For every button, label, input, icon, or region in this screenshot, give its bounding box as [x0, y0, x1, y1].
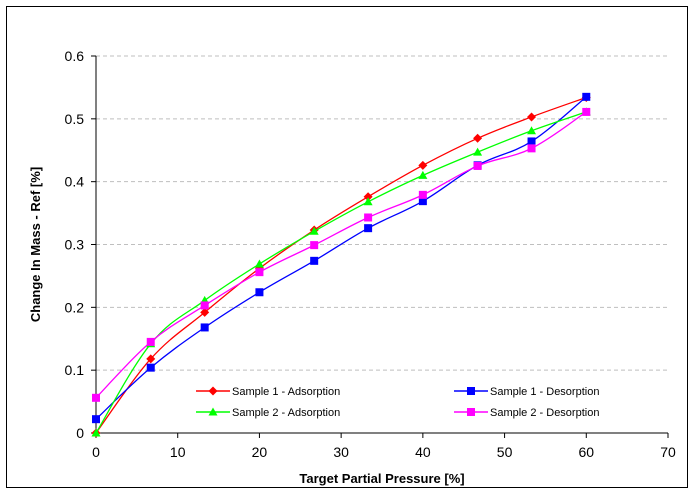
legend-label: Sample 2 - Desorption	[490, 407, 599, 419]
series-line	[95, 96, 587, 434]
data-point	[418, 190, 427, 199]
legend-entry: Sample 1 - Adsorption	[196, 386, 340, 398]
data-point	[582, 107, 591, 116]
x-tick-label: 20	[252, 444, 268, 460]
legend-marker	[208, 407, 218, 416]
data-point	[418, 170, 428, 179]
legend: Sample 1 - Adsorption Sample 1 - Desorpti…	[196, 386, 599, 419]
data-point	[255, 288, 264, 297]
legend-marker	[467, 387, 475, 395]
data-point	[146, 337, 155, 346]
x-tick-label: 30	[333, 444, 349, 460]
data-point	[527, 137, 536, 146]
data-point	[473, 161, 482, 170]
data-point	[146, 354, 156, 364]
legend-entry: Sample 2 - Desorption	[454, 407, 599, 419]
legend-entry: Sample 2 - Adsorption	[196, 407, 340, 419]
y-tick-label: 0.2	[65, 299, 85, 315]
legend-marker	[208, 386, 218, 396]
legend-label: Sample 1 - Desorption	[490, 386, 599, 398]
data-point	[310, 241, 319, 250]
series-line	[95, 111, 587, 399]
data-point	[92, 393, 100, 402]
series-4	[92, 107, 591, 402]
legend-label: Sample 2 - Adsorption	[232, 407, 340, 419]
chart-frame	[6, 6, 688, 488]
y-tick-label: 0.1	[65, 362, 85, 378]
series-3	[91, 107, 591, 437]
legend-marker	[467, 408, 475, 416]
data-point	[363, 192, 373, 202]
y-tick-label: 0.3	[65, 237, 85, 253]
data-point	[473, 133, 483, 143]
series-line	[95, 96, 587, 420]
x-tick-label: 0	[92, 444, 100, 460]
data-point	[582, 92, 591, 101]
data-point	[418, 197, 427, 206]
gridlines	[96, 55, 668, 371]
series-line	[95, 111, 587, 434]
data-point	[364, 213, 373, 222]
x-tick-label: 10	[170, 444, 186, 460]
x-tick-label: 60	[578, 444, 594, 460]
data-point	[91, 428, 101, 437]
y-axis-label: Change In Mass - Ref [%]	[28, 167, 43, 322]
data-point	[418, 160, 428, 170]
x-tick-label: 50	[497, 444, 513, 460]
y-tick-label: 0.4	[65, 174, 85, 190]
data-point	[254, 259, 264, 268]
data-point	[527, 126, 537, 135]
x-tick-label: 70	[660, 444, 676, 460]
data-point	[527, 144, 536, 153]
data-point	[309, 226, 319, 235]
legend-entry: Sample 1 - Desorption	[454, 386, 599, 398]
data-point	[473, 147, 483, 156]
data-point	[146, 363, 155, 372]
data-point	[363, 197, 373, 206]
x-axis-label: Target Partial Pressure [%]	[299, 471, 464, 486]
data-point	[364, 224, 373, 233]
x-tick-label: 40	[415, 444, 431, 460]
legend-label: Sample 1 - Adsorption	[232, 386, 340, 398]
data-point	[200, 301, 209, 310]
data-point	[200, 323, 209, 332]
y-tick-label: 0.6	[65, 48, 85, 64]
y-tick-label: 0	[76, 425, 84, 441]
data-point	[255, 268, 264, 277]
tick-labels: 0 0.1 0.2 0.3 0.4 0.5 0.6 0 10 20 30 40 50 60 70	[65, 48, 676, 460]
data-point	[310, 256, 319, 265]
data-point	[92, 415, 100, 424]
y-tick-label: 0.5	[65, 111, 85, 127]
data-point	[527, 112, 537, 122]
series-group	[91, 92, 591, 438]
data-point	[200, 307, 210, 317]
series-2	[92, 92, 591, 424]
